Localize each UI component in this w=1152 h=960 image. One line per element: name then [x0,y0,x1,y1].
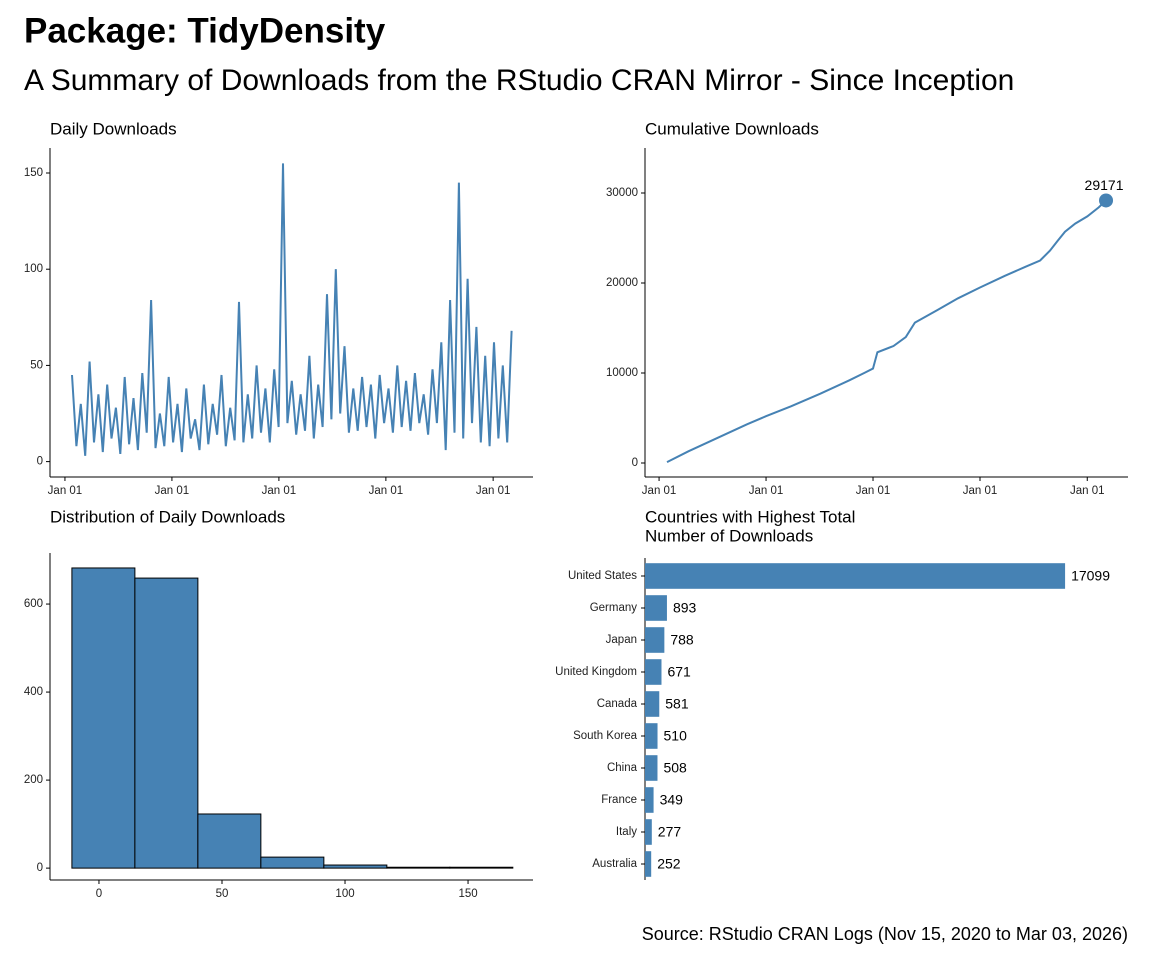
y-tick-label: 600 [24,598,43,610]
y-tick-label: 0 [37,456,43,468]
x-tick-label: Jan 01 [642,485,677,497]
histogram-bar [197,813,262,869]
x-tick-label: Jan 01 [369,485,404,497]
category-label: Italy [616,826,637,838]
page-subtitle: A Summary of Downloads from the RStudio … [24,64,1014,97]
category-label: Japan [606,634,637,646]
value-label: 581 [665,696,689,712]
category-label: France [601,794,637,806]
page-title: Package: TidyDensity [24,11,386,50]
x-tick-label: 0 [96,888,102,900]
category-label: United Kingdom [555,666,637,678]
value-label: 788 [670,632,694,648]
panel-title: Number of Downloads [645,526,813,545]
x-tick-label: Jan 01 [1070,485,1105,497]
end-point [1099,193,1114,208]
histogram-bar [449,866,514,869]
x-tick-label: 150 [458,888,477,900]
y-tick-label: 400 [24,686,43,698]
category-label: South Korea [573,730,638,742]
bar [645,787,654,813]
histogram-bar [134,577,199,869]
x-tick-label: Jan 01 [262,485,297,497]
value-label: 349 [660,792,684,808]
value-label: 508 [663,760,687,776]
panel-title: Distribution of Daily Downloads [50,507,285,526]
y-tick-label: 50 [30,359,43,371]
y-tick-label: 150 [24,167,43,179]
bar [645,595,667,621]
x-tick-label: Jan 01 [856,485,891,497]
y-tick-label: 200 [24,774,43,786]
bar [645,563,1066,589]
bar [645,819,652,845]
panel-title: Countries with Highest Total [645,507,855,526]
value-label: 893 [673,600,697,616]
value-label: 277 [658,824,682,840]
category-label: Canada [597,698,638,710]
panel-title: Daily Downloads [50,119,177,138]
value-label: 17099 [1071,568,1110,584]
line [666,199,1107,463]
bar [645,691,660,717]
y-tick-label: 20000 [606,277,638,289]
x-tick-label: Jan 01 [476,485,511,497]
bar [645,627,665,653]
y-tick-label: 100 [24,263,43,275]
bar [645,851,652,877]
x-tick-label: Jan 01 [749,485,784,497]
category-label: Germany [590,602,638,614]
bar [645,723,658,749]
histogram-bar [323,864,388,869]
category-label: United States [568,570,637,582]
value-label: 671 [667,664,691,680]
panel-title: Cumulative Downloads [645,119,819,138]
caption: Source: RStudio CRAN Logs (Nov 15, 2020 … [642,924,1128,944]
y-tick-label: 0 [632,457,638,469]
value-label: 510 [664,728,688,744]
value-label: 252 [657,856,681,872]
histogram-bar [71,567,136,869]
line [71,163,513,456]
category-label: China [607,762,638,774]
y-tick-label: 0 [37,862,43,874]
histogram-bar [386,866,451,869]
category-label: Australia [592,858,637,870]
x-tick-label: Jan 01 [963,485,998,497]
y-tick-label: 10000 [606,367,638,379]
y-tick-label: 30000 [606,187,638,199]
histogram-bar [260,856,325,869]
x-tick-label: Jan 01 [155,485,190,497]
bar [645,755,658,781]
end-label: 29171 [1085,177,1124,193]
bar [645,659,662,685]
x-tick-label: 50 [216,888,229,900]
x-tick-label: Jan 01 [48,485,83,497]
x-tick-label: 100 [335,888,354,900]
